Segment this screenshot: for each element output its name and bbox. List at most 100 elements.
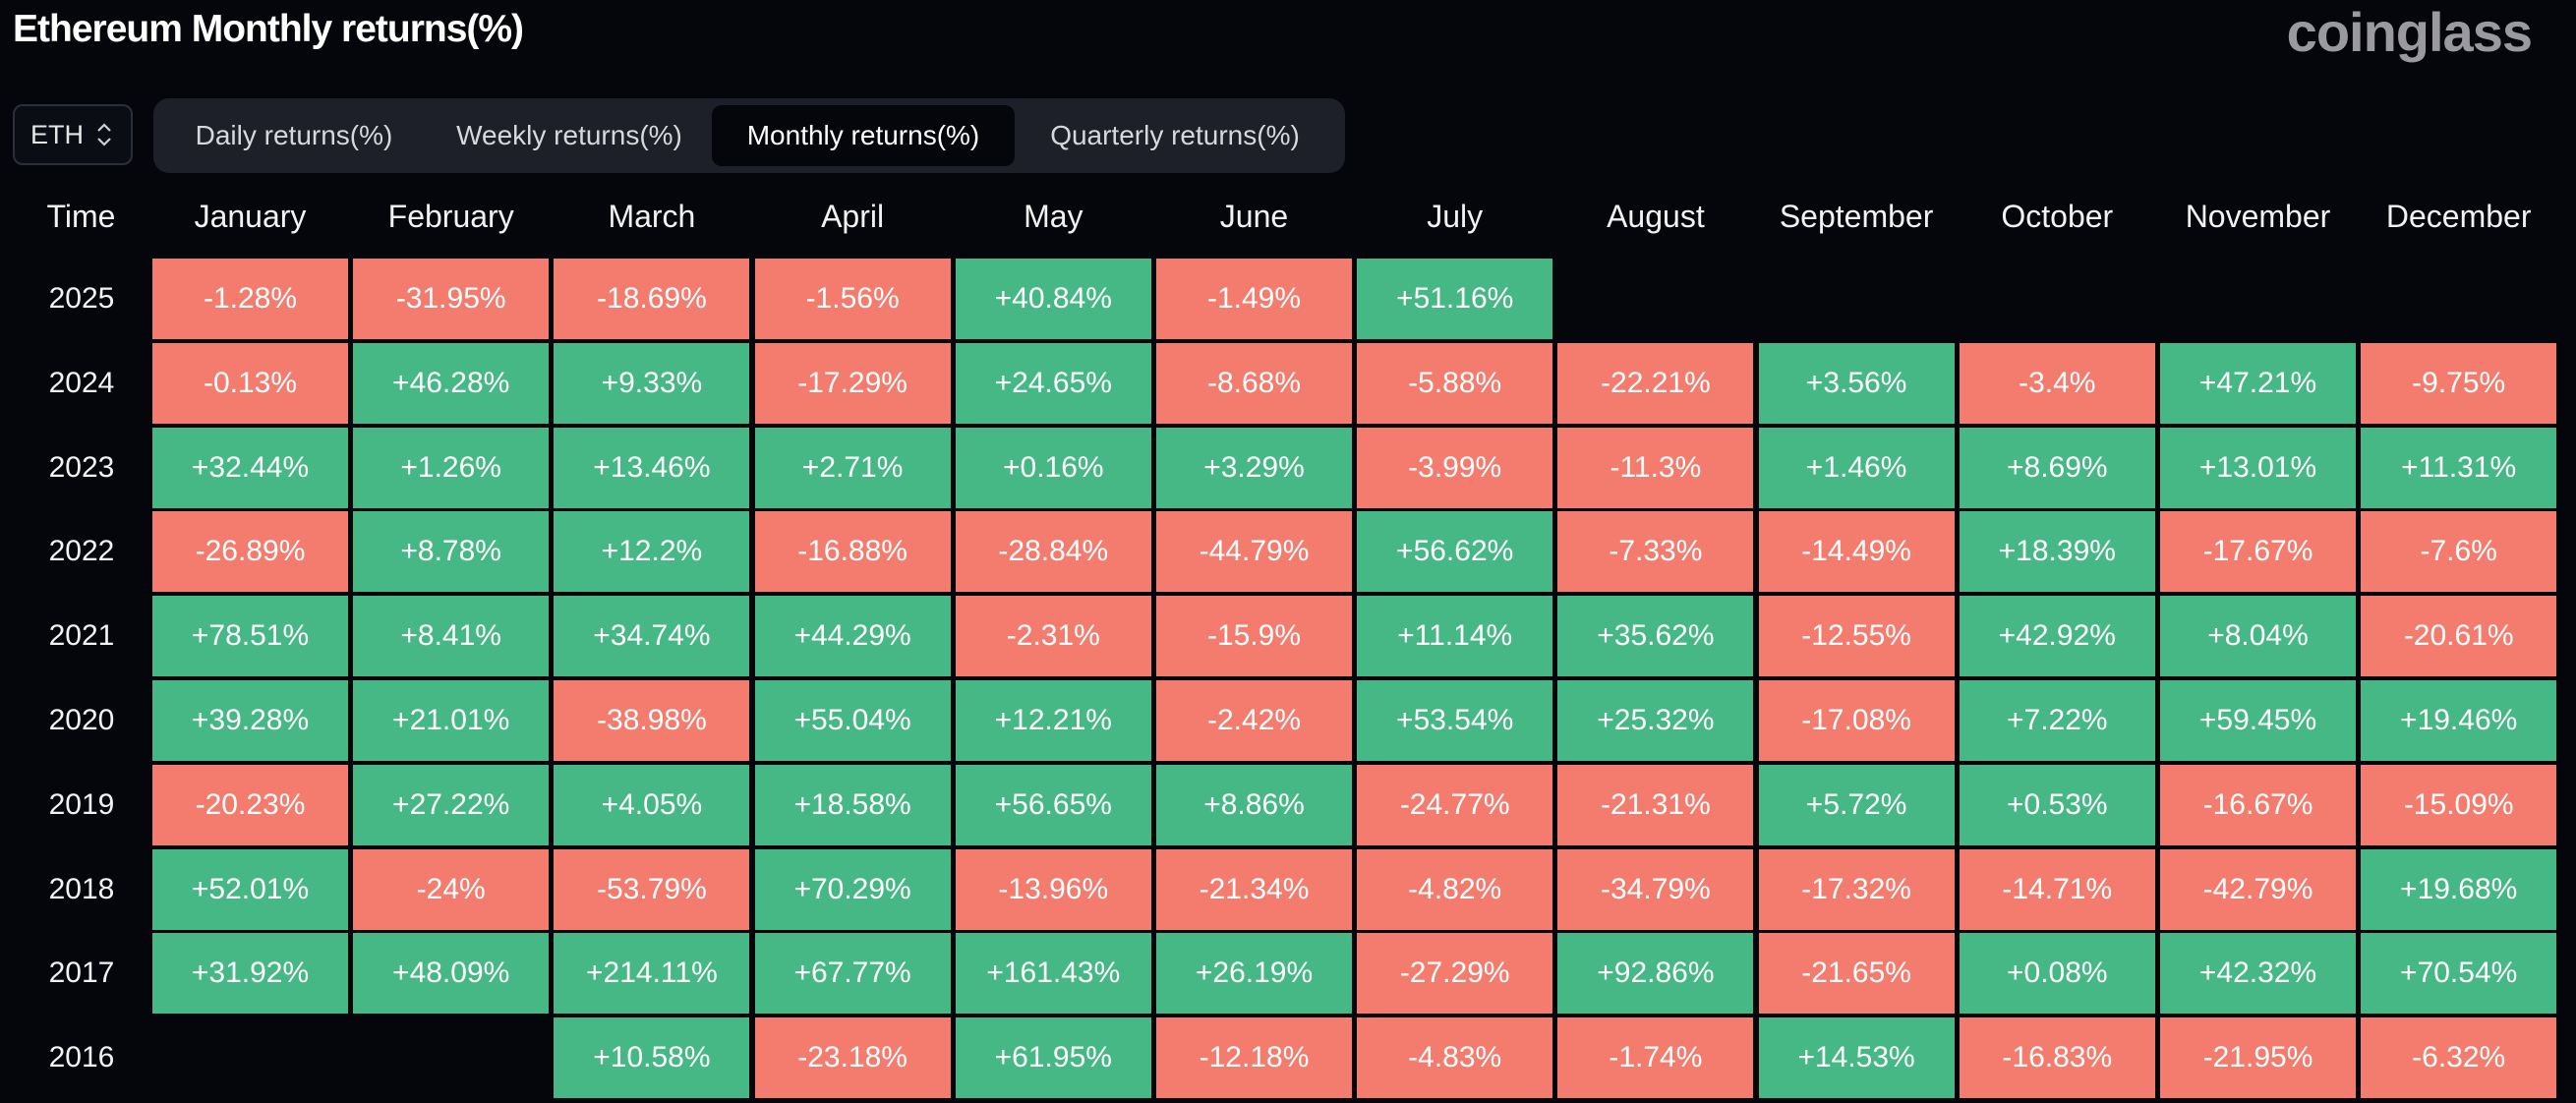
- tab-weekly-returns[interactable]: Weekly returns(%): [456, 120, 682, 150]
- return-cell[interactable]: -5.88%: [1357, 342, 1553, 424]
- return-cell[interactable]: -17.32%: [1758, 848, 1955, 930]
- return-cell[interactable]: -15.09%: [2361, 764, 2557, 845]
- return-cell[interactable]: +5.72%: [1758, 764, 1955, 845]
- return-cell[interactable]: +19.46%: [2361, 680, 2557, 761]
- return-cell[interactable]: -1.28%: [152, 259, 348, 339]
- return-cell[interactable]: -8.68%: [1156, 342, 1352, 424]
- tab-quarterly-returns[interactable]: Quarterly returns(%): [1050, 120, 1300, 150]
- return-cell[interactable]: +56.62%: [1357, 511, 1553, 593]
- return-cell[interactable]: +4.05%: [554, 764, 750, 845]
- return-cell[interactable]: -1.74%: [1557, 1017, 1754, 1099]
- return-cell[interactable]: +56.65%: [955, 764, 1151, 845]
- return-cell[interactable]: +1.46%: [1758, 427, 1955, 508]
- return-cell[interactable]: -6.32%: [2361, 1017, 2557, 1099]
- return-cell[interactable]: +12.2%: [554, 511, 750, 593]
- return-cell[interactable]: -12.55%: [1758, 596, 1955, 677]
- tab-monthly-returns[interactable]: Monthly returns(%): [712, 105, 1015, 166]
- return-cell[interactable]: -17.08%: [1758, 680, 1955, 761]
- coin-selector[interactable]: ETH: [13, 104, 133, 165]
- return-cell[interactable]: +8.69%: [1959, 427, 2155, 508]
- return-cell[interactable]: -16.83%: [1959, 1017, 2155, 1099]
- return-cell[interactable]: +92.86%: [1557, 933, 1754, 1015]
- return-cell[interactable]: -22.21%: [1557, 342, 1754, 424]
- return-cell[interactable]: +34.74%: [554, 596, 750, 677]
- return-cell[interactable]: +32.44%: [152, 427, 348, 508]
- return-cell[interactable]: +0.16%: [955, 427, 1151, 508]
- return-cell[interactable]: +18.39%: [1959, 511, 2155, 593]
- return-cell[interactable]: -44.79%: [1156, 511, 1352, 593]
- return-cell[interactable]: +53.54%: [1357, 680, 1553, 761]
- return-cell[interactable]: -4.82%: [1357, 848, 1553, 930]
- return-cell[interactable]: -17.29%: [754, 342, 951, 424]
- return-cell[interactable]: +10.58%: [554, 1017, 750, 1099]
- return-cell[interactable]: -12.18%: [1156, 1017, 1352, 1099]
- return-cell[interactable]: -4.83%: [1357, 1017, 1553, 1099]
- return-cell[interactable]: -14.71%: [1959, 848, 2155, 930]
- return-cell[interactable]: -2.31%: [955, 596, 1151, 677]
- return-cell[interactable]: +26.19%: [1156, 933, 1352, 1015]
- return-cell[interactable]: -24.77%: [1357, 764, 1553, 845]
- return-cell[interactable]: +7.22%: [1959, 680, 2155, 761]
- return-cell[interactable]: -2.42%: [1156, 680, 1352, 761]
- return-cell[interactable]: -11.3%: [1557, 427, 1754, 508]
- return-cell[interactable]: -18.69%: [554, 259, 750, 339]
- return-cell[interactable]: +3.56%: [1758, 342, 1955, 424]
- return-cell[interactable]: +44.29%: [754, 596, 951, 677]
- return-cell[interactable]: -21.31%: [1557, 764, 1754, 845]
- return-cell[interactable]: +48.09%: [353, 933, 550, 1015]
- return-cell[interactable]: +46.28%: [353, 342, 550, 424]
- return-cell[interactable]: +21.01%: [353, 680, 550, 761]
- return-cell[interactable]: +8.86%: [1156, 764, 1352, 845]
- return-cell[interactable]: +67.77%: [754, 933, 951, 1015]
- return-cell[interactable]: -24%: [353, 848, 550, 930]
- return-cell[interactable]: +42.92%: [1959, 596, 2155, 677]
- return-cell[interactable]: +8.78%: [353, 511, 550, 593]
- return-cell[interactable]: -31.95%: [353, 259, 550, 339]
- return-cell[interactable]: +24.65%: [955, 342, 1151, 424]
- return-cell[interactable]: +0.08%: [1959, 933, 2155, 1015]
- return-cell[interactable]: -34.79%: [1557, 848, 1754, 930]
- return-cell[interactable]: -1.56%: [754, 259, 951, 339]
- return-cell[interactable]: +31.92%: [152, 933, 348, 1015]
- return-cell[interactable]: -20.61%: [2361, 596, 2557, 677]
- return-cell[interactable]: +27.22%: [353, 764, 550, 845]
- return-cell[interactable]: -7.6%: [2361, 511, 2557, 593]
- return-cell[interactable]: +0.53%: [1959, 764, 2155, 845]
- return-cell[interactable]: -42.79%: [2160, 848, 2356, 930]
- return-cell[interactable]: +14.53%: [1758, 1017, 1955, 1099]
- return-cell[interactable]: +161.43%: [955, 933, 1151, 1015]
- return-cell[interactable]: -38.98%: [554, 680, 750, 761]
- return-cell[interactable]: +13.01%: [2160, 427, 2356, 508]
- return-cell[interactable]: -14.49%: [1758, 511, 1955, 593]
- tab-daily-returns[interactable]: Daily returns(%): [195, 120, 393, 150]
- return-cell[interactable]: -28.84%: [955, 511, 1151, 593]
- return-cell[interactable]: +51.16%: [1357, 259, 1553, 339]
- return-cell[interactable]: +11.14%: [1357, 596, 1553, 677]
- return-cell[interactable]: +55.04%: [754, 680, 951, 761]
- return-cell[interactable]: +78.51%: [152, 596, 348, 677]
- return-cell[interactable]: -15.9%: [1156, 596, 1352, 677]
- return-cell[interactable]: +8.04%: [2160, 596, 2356, 677]
- return-cell[interactable]: -21.95%: [2160, 1017, 2356, 1099]
- return-cell[interactable]: +9.33%: [554, 342, 750, 424]
- return-cell[interactable]: +59.45%: [2160, 680, 2356, 761]
- return-cell[interactable]: -23.18%: [754, 1017, 951, 1099]
- return-cell[interactable]: -3.4%: [1959, 342, 2155, 424]
- return-cell[interactable]: +18.58%: [754, 764, 951, 845]
- return-cell[interactable]: +1.26%: [353, 427, 550, 508]
- return-cell[interactable]: -7.33%: [1557, 511, 1754, 593]
- return-cell[interactable]: +40.84%: [955, 259, 1151, 339]
- return-cell[interactable]: -16.67%: [2160, 764, 2356, 845]
- return-cell[interactable]: -21.65%: [1758, 933, 1955, 1015]
- return-cell[interactable]: +39.28%: [152, 680, 348, 761]
- return-cell[interactable]: +61.95%: [955, 1017, 1151, 1099]
- return-cell[interactable]: +70.29%: [754, 848, 951, 930]
- return-cell[interactable]: +11.31%: [2361, 427, 2557, 508]
- return-cell[interactable]: -27.29%: [1357, 933, 1553, 1015]
- return-cell[interactable]: -53.79%: [554, 848, 750, 930]
- return-cell[interactable]: +3.29%: [1156, 427, 1352, 508]
- return-cell[interactable]: +2.71%: [754, 427, 951, 508]
- return-cell[interactable]: -3.99%: [1357, 427, 1553, 508]
- return-cell[interactable]: +70.54%: [2361, 933, 2557, 1015]
- return-cell[interactable]: -16.88%: [754, 511, 951, 593]
